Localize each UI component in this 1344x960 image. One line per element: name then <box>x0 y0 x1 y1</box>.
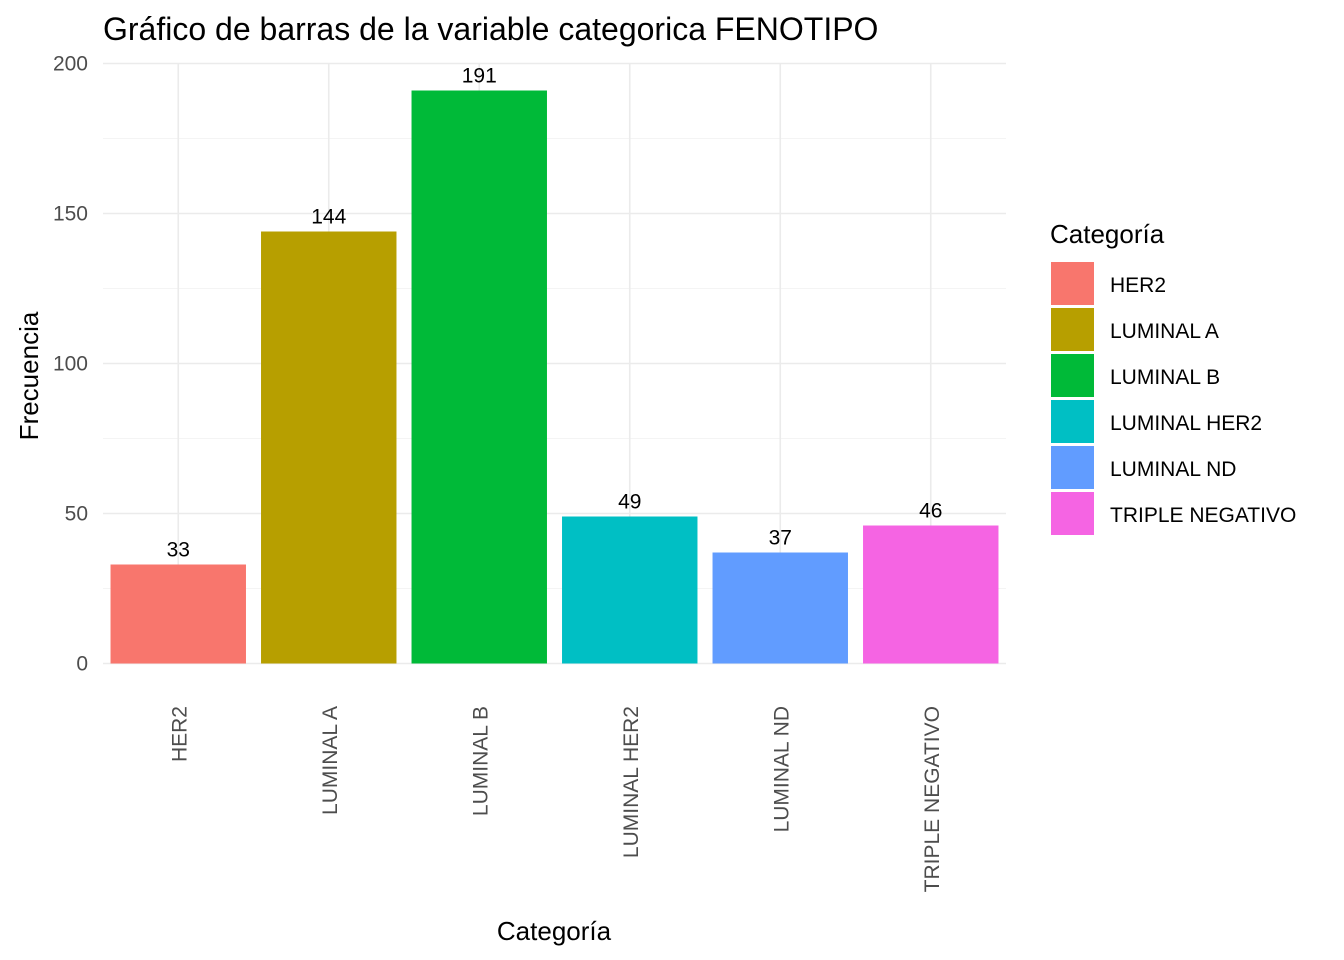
bar-luminal-a <box>261 231 397 664</box>
x-tick-label: TRIPLE NEGATIVO <box>921 706 944 892</box>
y-tick-label: 150 <box>53 203 88 226</box>
chart-title: Gráfico de barras de la variable categor… <box>103 11 878 47</box>
y-tick-label: 100 <box>53 353 88 376</box>
x-tick-label: HER2 <box>168 706 191 762</box>
legend-swatch <box>1051 400 1094 443</box>
x-axis-ticks: HER2 LUMINAL A LUMINAL B LUMINAL HER2 LUMINA… <box>168 706 944 892</box>
bar-luminal-nd <box>712 552 848 664</box>
bar-triple-negativo <box>863 525 999 664</box>
data-label: 37 <box>769 527 792 550</box>
bars <box>110 90 999 664</box>
legend-label: HER2 <box>1110 274 1166 297</box>
y-axis-ticks: 0 50 100 150 200 <box>53 53 88 676</box>
x-tick-label: LUMINAL B <box>469 706 492 816</box>
y-tick-label: 50 <box>65 503 88 526</box>
y-axis-title: Frecuencia <box>14 311 44 440</box>
legend-swatch <box>1051 308 1094 351</box>
data-label: 191 <box>462 65 497 88</box>
x-axis-title: Categoría <box>497 916 612 946</box>
legend: Categoría HER2 LUMINAL A LUMINAL B LUMINAL … <box>1050 219 1296 535</box>
y-tick-label: 0 <box>76 653 88 676</box>
data-labels: 33 144 191 49 37 46 <box>167 65 943 562</box>
legend-title: Categoría <box>1050 219 1165 249</box>
bar-luminal-her2 <box>562 516 698 664</box>
x-tick-label: LUMINAL ND <box>770 706 793 832</box>
legend-swatch <box>1051 262 1094 305</box>
data-label: 49 <box>618 491 641 514</box>
bar-her2 <box>110 564 246 664</box>
data-label: 33 <box>167 539 190 562</box>
data-label: 46 <box>919 500 942 523</box>
x-tick-label: LUMINAL HER2 <box>620 706 643 858</box>
legend-label: LUMINAL HER2 <box>1110 412 1262 435</box>
data-label: 144 <box>311 206 346 229</box>
legend-swatch <box>1051 492 1094 535</box>
legend-swatch <box>1051 446 1094 489</box>
x-tick-label: LUMINAL A <box>319 706 342 815</box>
y-tick-label: 200 <box>53 53 88 76</box>
bar-luminal-b <box>411 90 547 664</box>
legend-label: LUMINAL ND <box>1110 458 1236 481</box>
legend-label: TRIPLE NEGATIVO <box>1110 504 1296 527</box>
legend-label: LUMINAL B <box>1110 366 1220 389</box>
legend-swatch <box>1051 354 1094 397</box>
legend-label: LUMINAL A <box>1110 320 1219 343</box>
